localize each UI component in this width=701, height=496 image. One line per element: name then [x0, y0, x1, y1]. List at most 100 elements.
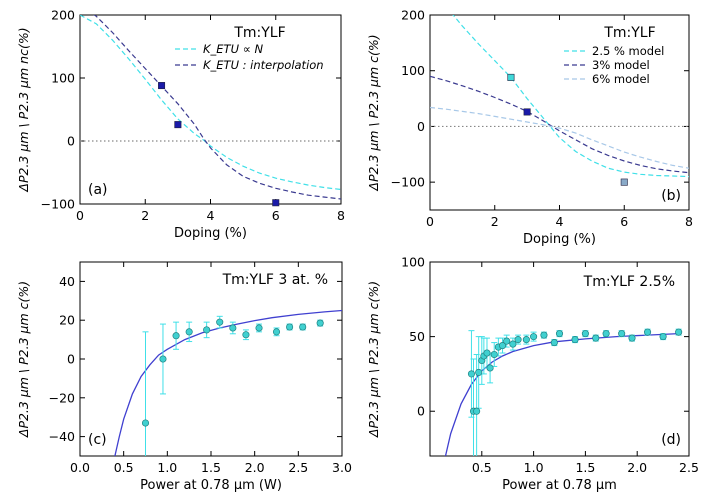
legend-entry: 6% model	[592, 72, 650, 86]
data-point	[507, 73, 515, 81]
x-tick-label: 0	[76, 208, 84, 223]
data-point	[486, 364, 494, 372]
plot-area	[444, 328, 683, 456]
x-tick-label: 0.5	[472, 460, 492, 475]
series-line-1	[93, 15, 341, 200]
y-tick-label: −40	[49, 429, 75, 444]
x-tick-label: 2.0	[627, 460, 647, 475]
y-axis-label: ΔP2.3 µm \ P2.3 µm nc(%)	[16, 27, 31, 192]
panel-d: 0.5 1.0 1.5 2.0 2.5 0 50 100 Power at 0.78 µm ΔP2…	[366, 255, 699, 494]
x-tick-label: 2.5	[288, 460, 308, 475]
data-point	[172, 332, 180, 340]
data-point	[473, 407, 481, 415]
y-tick-label: −100	[391, 175, 425, 190]
data-point	[498, 342, 507, 350]
panel-title: Tm:YLF	[603, 25, 655, 41]
fit-curve	[114, 309, 342, 456]
data-point	[522, 336, 530, 344]
plot-frame	[79, 261, 343, 457]
data-point	[272, 199, 280, 207]
x-tick-label: 2	[491, 214, 499, 229]
fit-curve	[444, 332, 679, 456]
x-tick-label: 2	[141, 208, 149, 223]
data-point	[483, 349, 491, 357]
data-point	[467, 370, 475, 378]
data-point	[592, 334, 600, 342]
data-point	[602, 330, 610, 338]
series-line-1	[430, 75, 689, 174]
data-point	[675, 328, 683, 336]
x-axis-label: Power at 0.78 µm	[502, 478, 617, 493]
x-tick-label: 6	[620, 214, 628, 229]
panel-title: Tm:YLF 2.5%	[583, 274, 675, 290]
y-tick-label: 0	[417, 404, 425, 419]
x-tick-label: 2.0	[245, 460, 265, 475]
data-point	[475, 368, 483, 376]
data-point	[255, 324, 263, 332]
data-point	[203, 326, 211, 334]
y-tick-label: −20	[49, 390, 75, 405]
y-tick-label: 20	[59, 313, 75, 328]
y-tick-label: 0	[67, 134, 75, 149]
legend-entry: K_ETU ∝ N	[203, 42, 264, 56]
x-tick-label: 8	[337, 208, 345, 223]
data-point	[316, 319, 324, 327]
plot-frame	[429, 261, 690, 457]
plot-area	[80, 15, 341, 200]
series-line-2	[430, 106, 689, 169]
data-point	[628, 334, 636, 342]
x-tick-label: 6	[272, 208, 280, 223]
data-point	[550, 339, 558, 347]
x-tick-label: 1.5	[575, 460, 595, 475]
x-tick-label: 0.5	[114, 460, 134, 475]
panel-label: (b)	[661, 188, 681, 204]
panel-label: (d)	[661, 432, 681, 448]
data-point	[299, 323, 307, 331]
data-point	[540, 331, 548, 339]
data-point	[242, 331, 250, 339]
panel-label: (c)	[88, 432, 107, 448]
panel-b: 0 2 4 6 8 −100 0 100 200 Doping (%) ΔP2.3 µm \ P2.…	[366, 8, 693, 248]
y-tick-label: −100	[41, 197, 75, 212]
x-axis-label: Doping (%)	[523, 232, 596, 247]
data-point	[141, 419, 150, 427]
x-tick-label: 8	[685, 214, 693, 229]
legend-entry: 2.5 % model	[592, 44, 664, 58]
data-point	[503, 337, 511, 345]
x-tick-label: 4	[207, 208, 215, 223]
data-point	[618, 330, 626, 338]
legend-entry: K_ETU : interpolation	[203, 58, 324, 72]
data-point	[644, 328, 652, 336]
data-point	[571, 336, 579, 344]
data-point	[174, 121, 182, 129]
x-axis-label: Power at 0.78 µm (W)	[140, 478, 282, 493]
y-tick-label: 200	[51, 8, 75, 23]
data-point	[530, 333, 538, 341]
data-point	[185, 328, 193, 336]
data-point	[509, 340, 517, 348]
y-tick-label: 200	[401, 8, 425, 23]
y-tick-label: 100	[51, 71, 75, 86]
x-tick-label: 4	[556, 214, 564, 229]
data-point	[555, 330, 564, 338]
x-axis-label: Doping (%)	[174, 226, 247, 241]
panel-c: 0.0 0.5 1.0 1.5 2.0 2.5 3.0 −40 −20 0 20 40 Power at…	[16, 261, 352, 493]
data-point	[514, 336, 522, 344]
x-tick-label: 1.0	[157, 460, 177, 475]
series-line-0	[452, 15, 689, 178]
y-tick-label: 40	[59, 274, 75, 289]
y-axis-label: ΔP2.3 µm \ P2.3 µm c(%)	[16, 281, 31, 438]
y-tick-label: 100	[401, 63, 425, 78]
data-point	[272, 328, 281, 336]
panel-title: Tm:YLF	[233, 25, 285, 41]
legend-entry: 3% model	[592, 58, 650, 72]
y-tick-label: 50	[409, 329, 425, 344]
plot-area	[114, 309, 342, 456]
x-tick-label: 0.0	[70, 460, 90, 475]
data-point	[216, 318, 224, 326]
data-point	[659, 333, 667, 341]
data-point	[490, 350, 498, 359]
data-point	[581, 330, 589, 338]
